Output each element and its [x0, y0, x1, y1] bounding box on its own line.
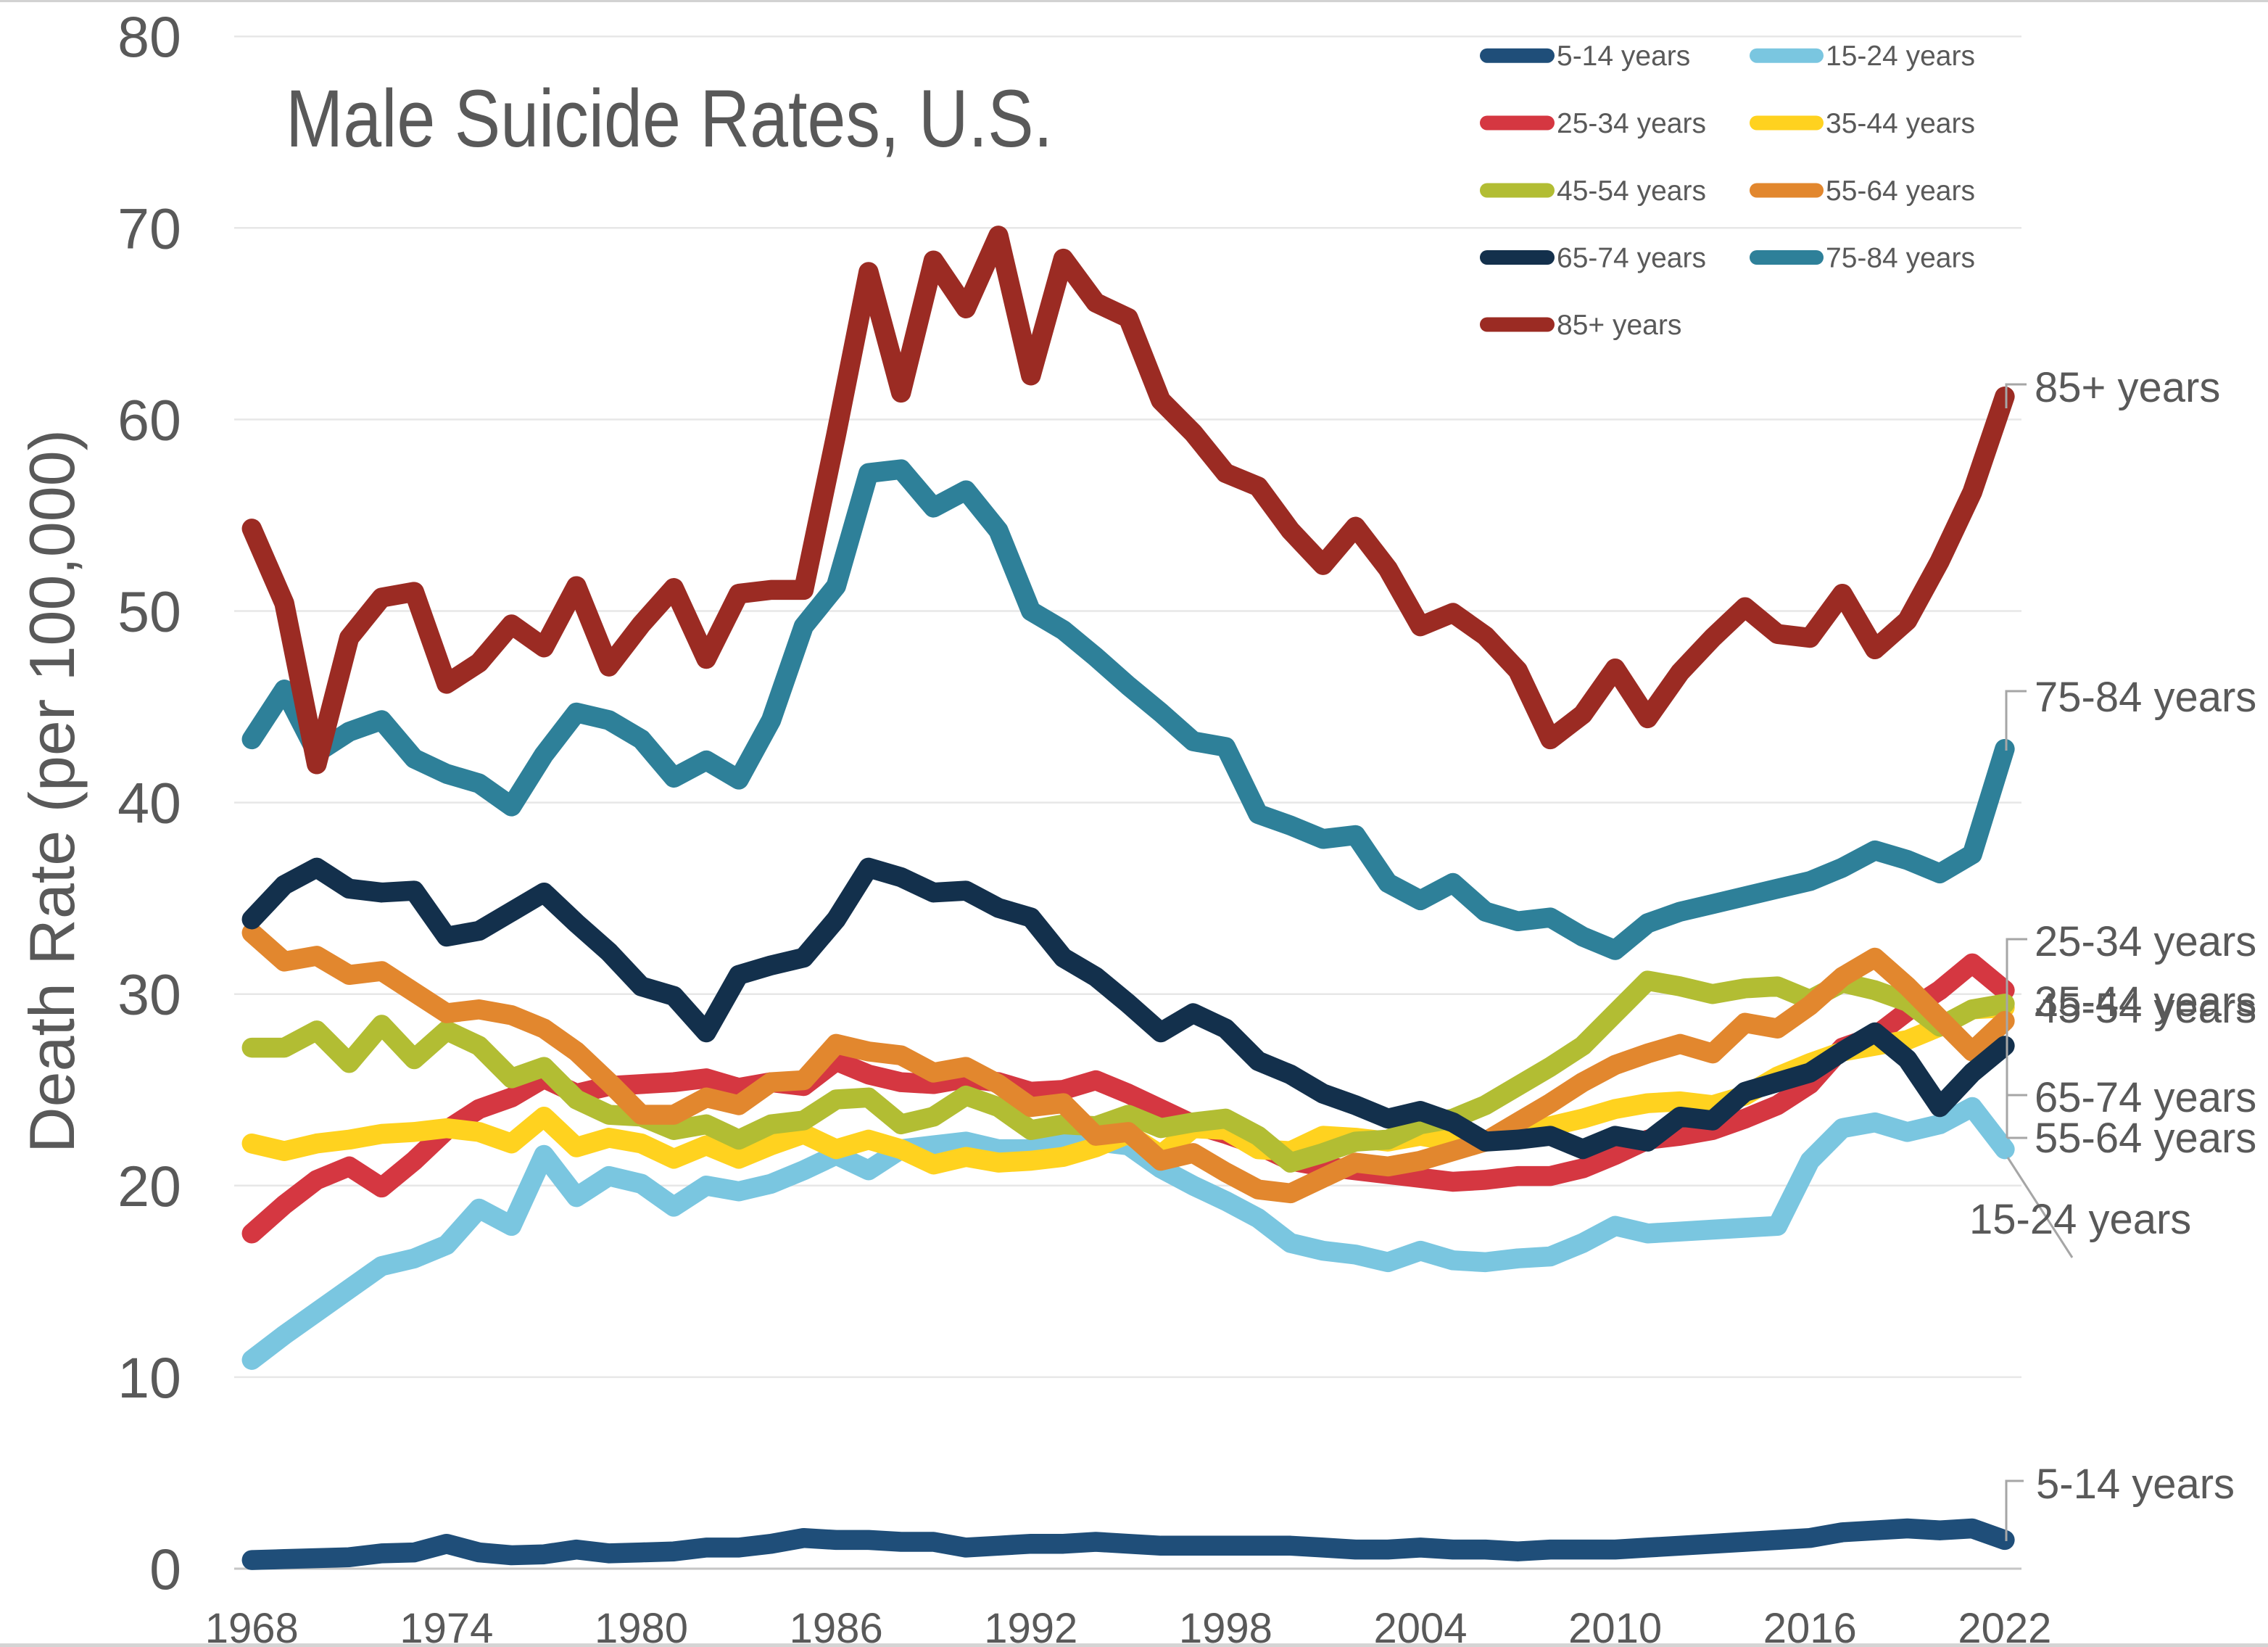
svg-text:10: 10 — [117, 1345, 181, 1410]
svg-text:15-24 years: 15-24 years — [1969, 1196, 2191, 1243]
svg-text:5-14 years: 5-14 years — [1557, 41, 1690, 72]
svg-text:25-34 years: 25-34 years — [1557, 108, 1706, 139]
svg-text:30: 30 — [117, 962, 181, 1027]
svg-text:85+ years: 85+ years — [1557, 310, 1681, 341]
svg-text:85+ years: 85+ years — [2035, 364, 2220, 411]
svg-text:1974: 1974 — [400, 1605, 493, 1647]
svg-text:5-14 years: 5-14 years — [2036, 1461, 2235, 1508]
svg-text:40: 40 — [117, 771, 181, 835]
svg-text:20: 20 — [117, 1154, 181, 1218]
svg-text:2016: 2016 — [1763, 1605, 1857, 1647]
svg-text:55-64 years: 55-64 years — [2035, 1115, 2256, 1162]
svg-text:0: 0 — [149, 1537, 181, 1601]
svg-text:75-84 years: 75-84 years — [2035, 674, 2256, 721]
svg-text:15-24 years: 15-24 years — [1826, 41, 1975, 72]
svg-text:75-84 years: 75-84 years — [1826, 243, 1975, 274]
svg-text:1992: 1992 — [984, 1605, 1077, 1647]
svg-text:1968: 1968 — [205, 1605, 299, 1647]
svg-text:80: 80 — [117, 4, 181, 69]
svg-text:35-44 years: 35-44 years — [1826, 108, 1975, 139]
svg-text:1986: 1986 — [790, 1605, 883, 1647]
svg-text:50: 50 — [117, 579, 181, 644]
svg-text:2022: 2022 — [1958, 1605, 2051, 1647]
svg-text:45-54 years: 45-54 years — [1557, 176, 1706, 207]
svg-text:1998: 1998 — [1179, 1605, 1272, 1647]
svg-text:1980: 1980 — [595, 1605, 688, 1647]
svg-text:Male Suicide Rates, U.S.: Male Suicide Rates, U.S. — [286, 73, 1053, 164]
svg-text:55-64 years: 55-64 years — [1826, 176, 1975, 207]
svg-text:60: 60 — [117, 387, 181, 452]
svg-text:70: 70 — [117, 196, 181, 260]
svg-text:45-54 years: 45-54 years — [2035, 985, 2256, 1032]
svg-text:65-74 years: 65-74 years — [1557, 243, 1706, 274]
svg-text:Death Rate (per 100,000): Death Rate (per 100,000) — [16, 429, 88, 1153]
svg-text:65-74 years: 65-74 years — [2035, 1074, 2256, 1121]
svg-text:2004: 2004 — [1373, 1605, 1467, 1647]
svg-text:25-34 years: 25-34 years — [2035, 918, 2256, 965]
svg-text:35-44 years: 35-44 years — [2035, 978, 2256, 1025]
svg-text:2010: 2010 — [1568, 1605, 1662, 1647]
